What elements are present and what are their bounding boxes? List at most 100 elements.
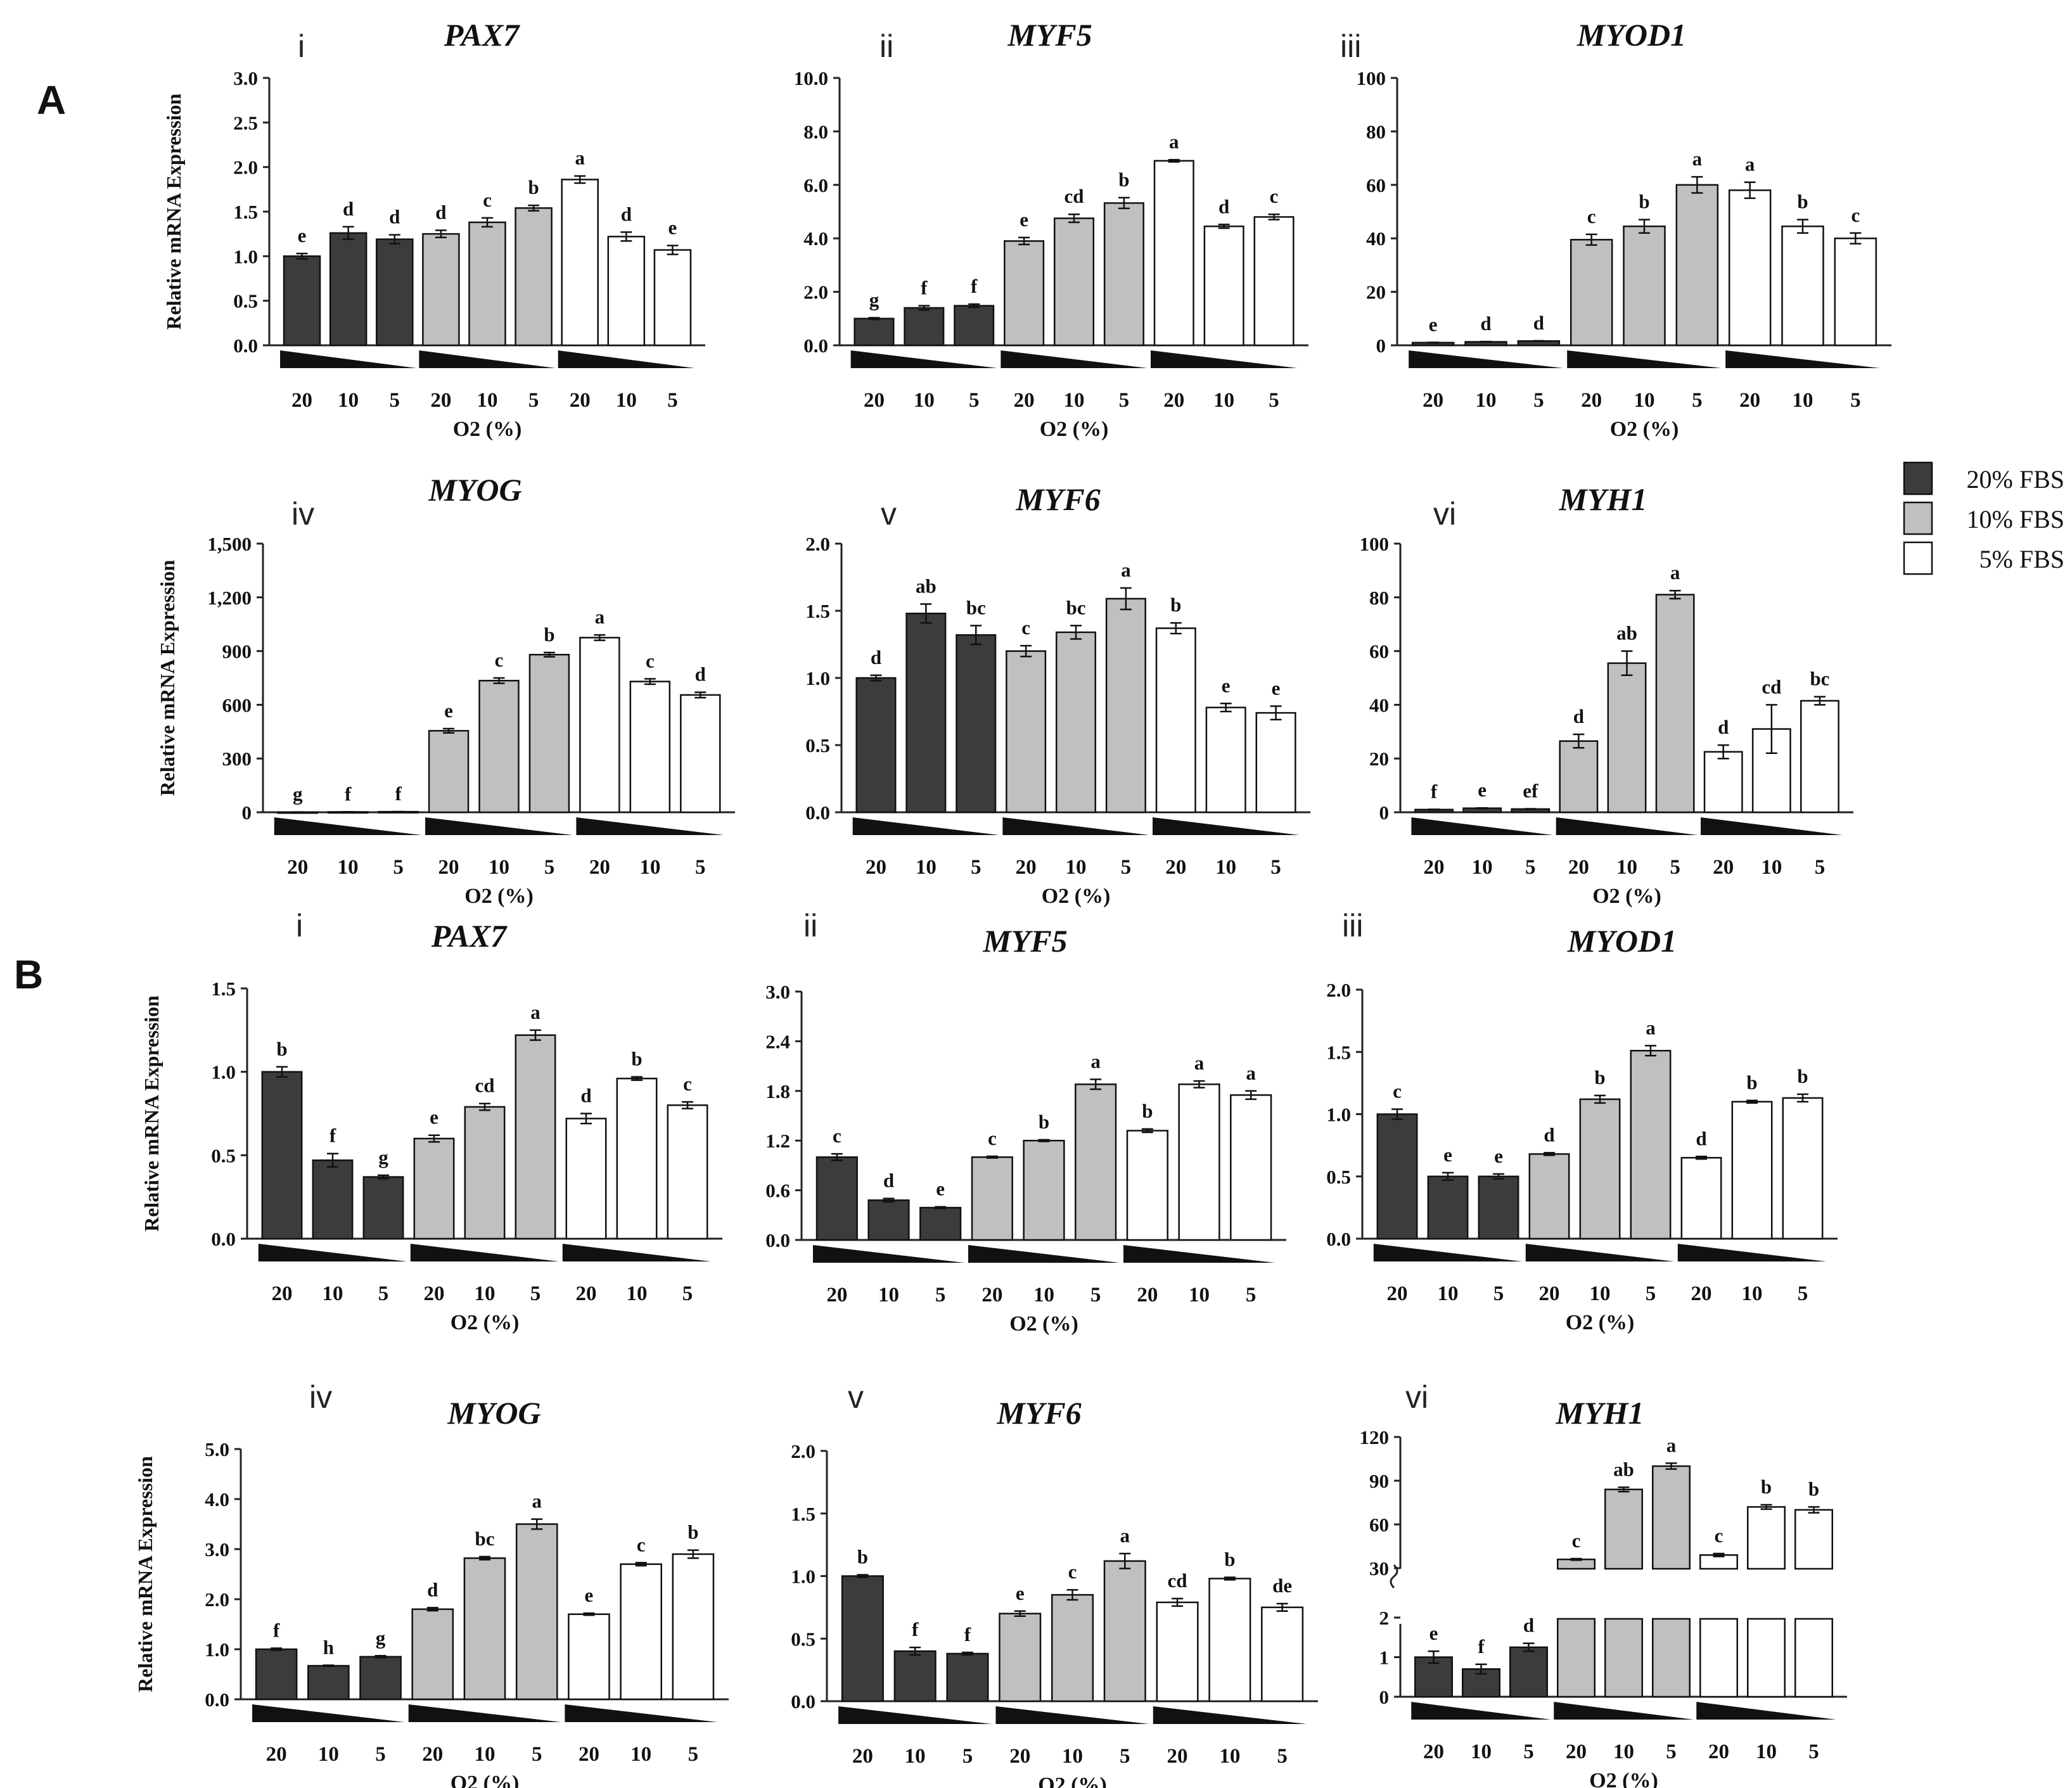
y-tick-label: 20 (1369, 748, 1389, 770)
oxygen-gradient-wedge (838, 1706, 992, 1724)
x-tick-label: 10 (489, 856, 509, 879)
chart-index-label: iii (1342, 908, 1363, 943)
significance-letter: e (668, 216, 677, 238)
x-tick-label: 20 (570, 389, 591, 412)
significance-letter: e (444, 699, 453, 722)
error-bar (986, 1155, 998, 1159)
x-tick-label: 5 (695, 856, 706, 879)
x-tick-label: 20 (579, 1743, 599, 1766)
significance-letter: cd (1762, 675, 1781, 698)
y-tick-label: 0.0 (1326, 1228, 1351, 1250)
y-tick-label: 30 (1369, 1557, 1389, 1580)
bar (1004, 240, 1045, 347)
y-axis-label: Relative mRNA Expression (156, 559, 179, 796)
significance-letter: ab (1616, 622, 1637, 644)
error-bar (1193, 1080, 1205, 1089)
oxygen-gradient-wedge (562, 1244, 712, 1261)
bar (1103, 202, 1144, 347)
error-bar (961, 1651, 973, 1656)
significance-letter: d (1218, 195, 1229, 217)
legend-label: 20% FBS (1967, 465, 2065, 494)
bar (1834, 237, 1877, 347)
significance-letter: d (1573, 705, 1584, 727)
x-tick-label: 20 (1708, 1740, 1729, 1763)
y-tick-label: 100 (1360, 533, 1390, 555)
x-tick-label: 10 (1793, 389, 1813, 412)
y-axis-label: Relative mRNA Expression (162, 93, 185, 329)
x-tick-label: 5 (1119, 389, 1130, 412)
chart-index-label: v (848, 1379, 864, 1415)
y-tick-label: 2.0 (233, 156, 258, 179)
significance-letter: ef (1523, 779, 1538, 801)
significance-letter: b (276, 1038, 287, 1060)
x-tick-label: 10 (639, 856, 660, 879)
error-bar (918, 305, 930, 311)
oxygen-gradient-wedge (1123, 1245, 1276, 1263)
significance-letter: bc (966, 596, 986, 618)
y-tick-label: 2.0 (1326, 979, 1351, 1001)
bar (956, 634, 997, 814)
error-bar (583, 1612, 595, 1616)
x-tick-label: 20 (576, 1282, 597, 1305)
x-tick-label: 5 (375, 1743, 386, 1766)
x-tick-label: 10 (1064, 389, 1085, 412)
significance-letter: d (1544, 1123, 1554, 1146)
bar (1794, 1618, 1833, 1698)
error-bar (1850, 232, 1862, 245)
oxygen-gradient-wedge (812, 1245, 965, 1263)
oxygen-gradient-wedge (425, 817, 573, 835)
y-tick-label: 120 (1360, 1426, 1390, 1448)
error-bar (426, 1607, 438, 1612)
bar (1509, 1646, 1548, 1698)
significance-letter: a (1194, 1052, 1205, 1074)
bar (1253, 216, 1295, 347)
x-tick-label: 10 (1062, 1745, 1083, 1768)
x-tick-label: 5 (667, 389, 678, 412)
y-tick-label: 60 (1369, 641, 1389, 663)
x-tick-label: 10 (1471, 1740, 1492, 1763)
y-tick-label: 5.0 (205, 1438, 229, 1460)
error-bar (1118, 196, 1130, 210)
error-bar (1765, 704, 1777, 754)
x-tick-label: 5 (393, 856, 404, 879)
bar (1731, 1101, 1773, 1240)
x-tick-label: 5 (1850, 389, 1861, 412)
x-tick-label: 10 (1438, 1282, 1459, 1305)
y-tick-label: 0.0 (765, 1229, 790, 1251)
y-tick-label: 0 (1379, 1686, 1390, 1708)
x-tick-label: 5 (1646, 1282, 1656, 1305)
bar (904, 307, 945, 347)
error-bar (1224, 1576, 1236, 1581)
x-tick-label: 5 (530, 1282, 541, 1305)
chart-b-v-myf6: v MYF6 0.0 0.5 1.0 1.5 2.0 b 20 f 10 f 5 e 20 c 10 a 5 cd 20… (791, 1379, 1318, 1788)
x-tick-label: 10 (477, 389, 498, 412)
bar (1203, 225, 1244, 347)
x-tick-label: 5 (1246, 1284, 1257, 1306)
x-tick-label: 10 (630, 1743, 651, 1766)
chart-a-iii-myod1: iii MYOD1 0 20 40 60 80 100 e 20 d 10 d 5 c 20 b 10 a 5 a 20 b… (1340, 17, 1891, 441)
oxygen-gradient-wedge (419, 350, 556, 368)
chart-b-ii-myf5: ii MYF5 0.0 0.6 1.2 1.8 2.4 3.0 c 20 d 10 e 5 c 20 b 10 a 5… (765, 908, 1286, 1336)
chart-index-label: vi (1433, 496, 1456, 532)
significance-letter: e (298, 224, 307, 246)
x-tick-label: 5 (532, 1743, 542, 1766)
significance-letter: g (293, 783, 303, 805)
error-bar (1523, 1642, 1535, 1652)
error-bar (1669, 589, 1681, 600)
x-tick-label: 20 (1423, 1740, 1444, 1763)
error-bar (574, 175, 586, 184)
bar (653, 249, 692, 347)
x-tick-label: 5 (1525, 856, 1536, 879)
error-bar (530, 1029, 541, 1041)
bar (1023, 1139, 1065, 1241)
bar (463, 1557, 506, 1701)
bar (255, 1648, 298, 1701)
error-bar (920, 603, 932, 624)
bar (411, 1608, 454, 1701)
error-bar (1268, 213, 1280, 220)
chart-a-i-pax7: i PAX7 0.0 0.5 1.0 1.5 2.0 2.5 3.0 Relative mRNA … (162, 17, 705, 441)
chart-title: MYOG (428, 472, 521, 508)
significance-letter: b (1142, 1100, 1153, 1122)
bar (1699, 1618, 1738, 1698)
bar (579, 637, 620, 814)
